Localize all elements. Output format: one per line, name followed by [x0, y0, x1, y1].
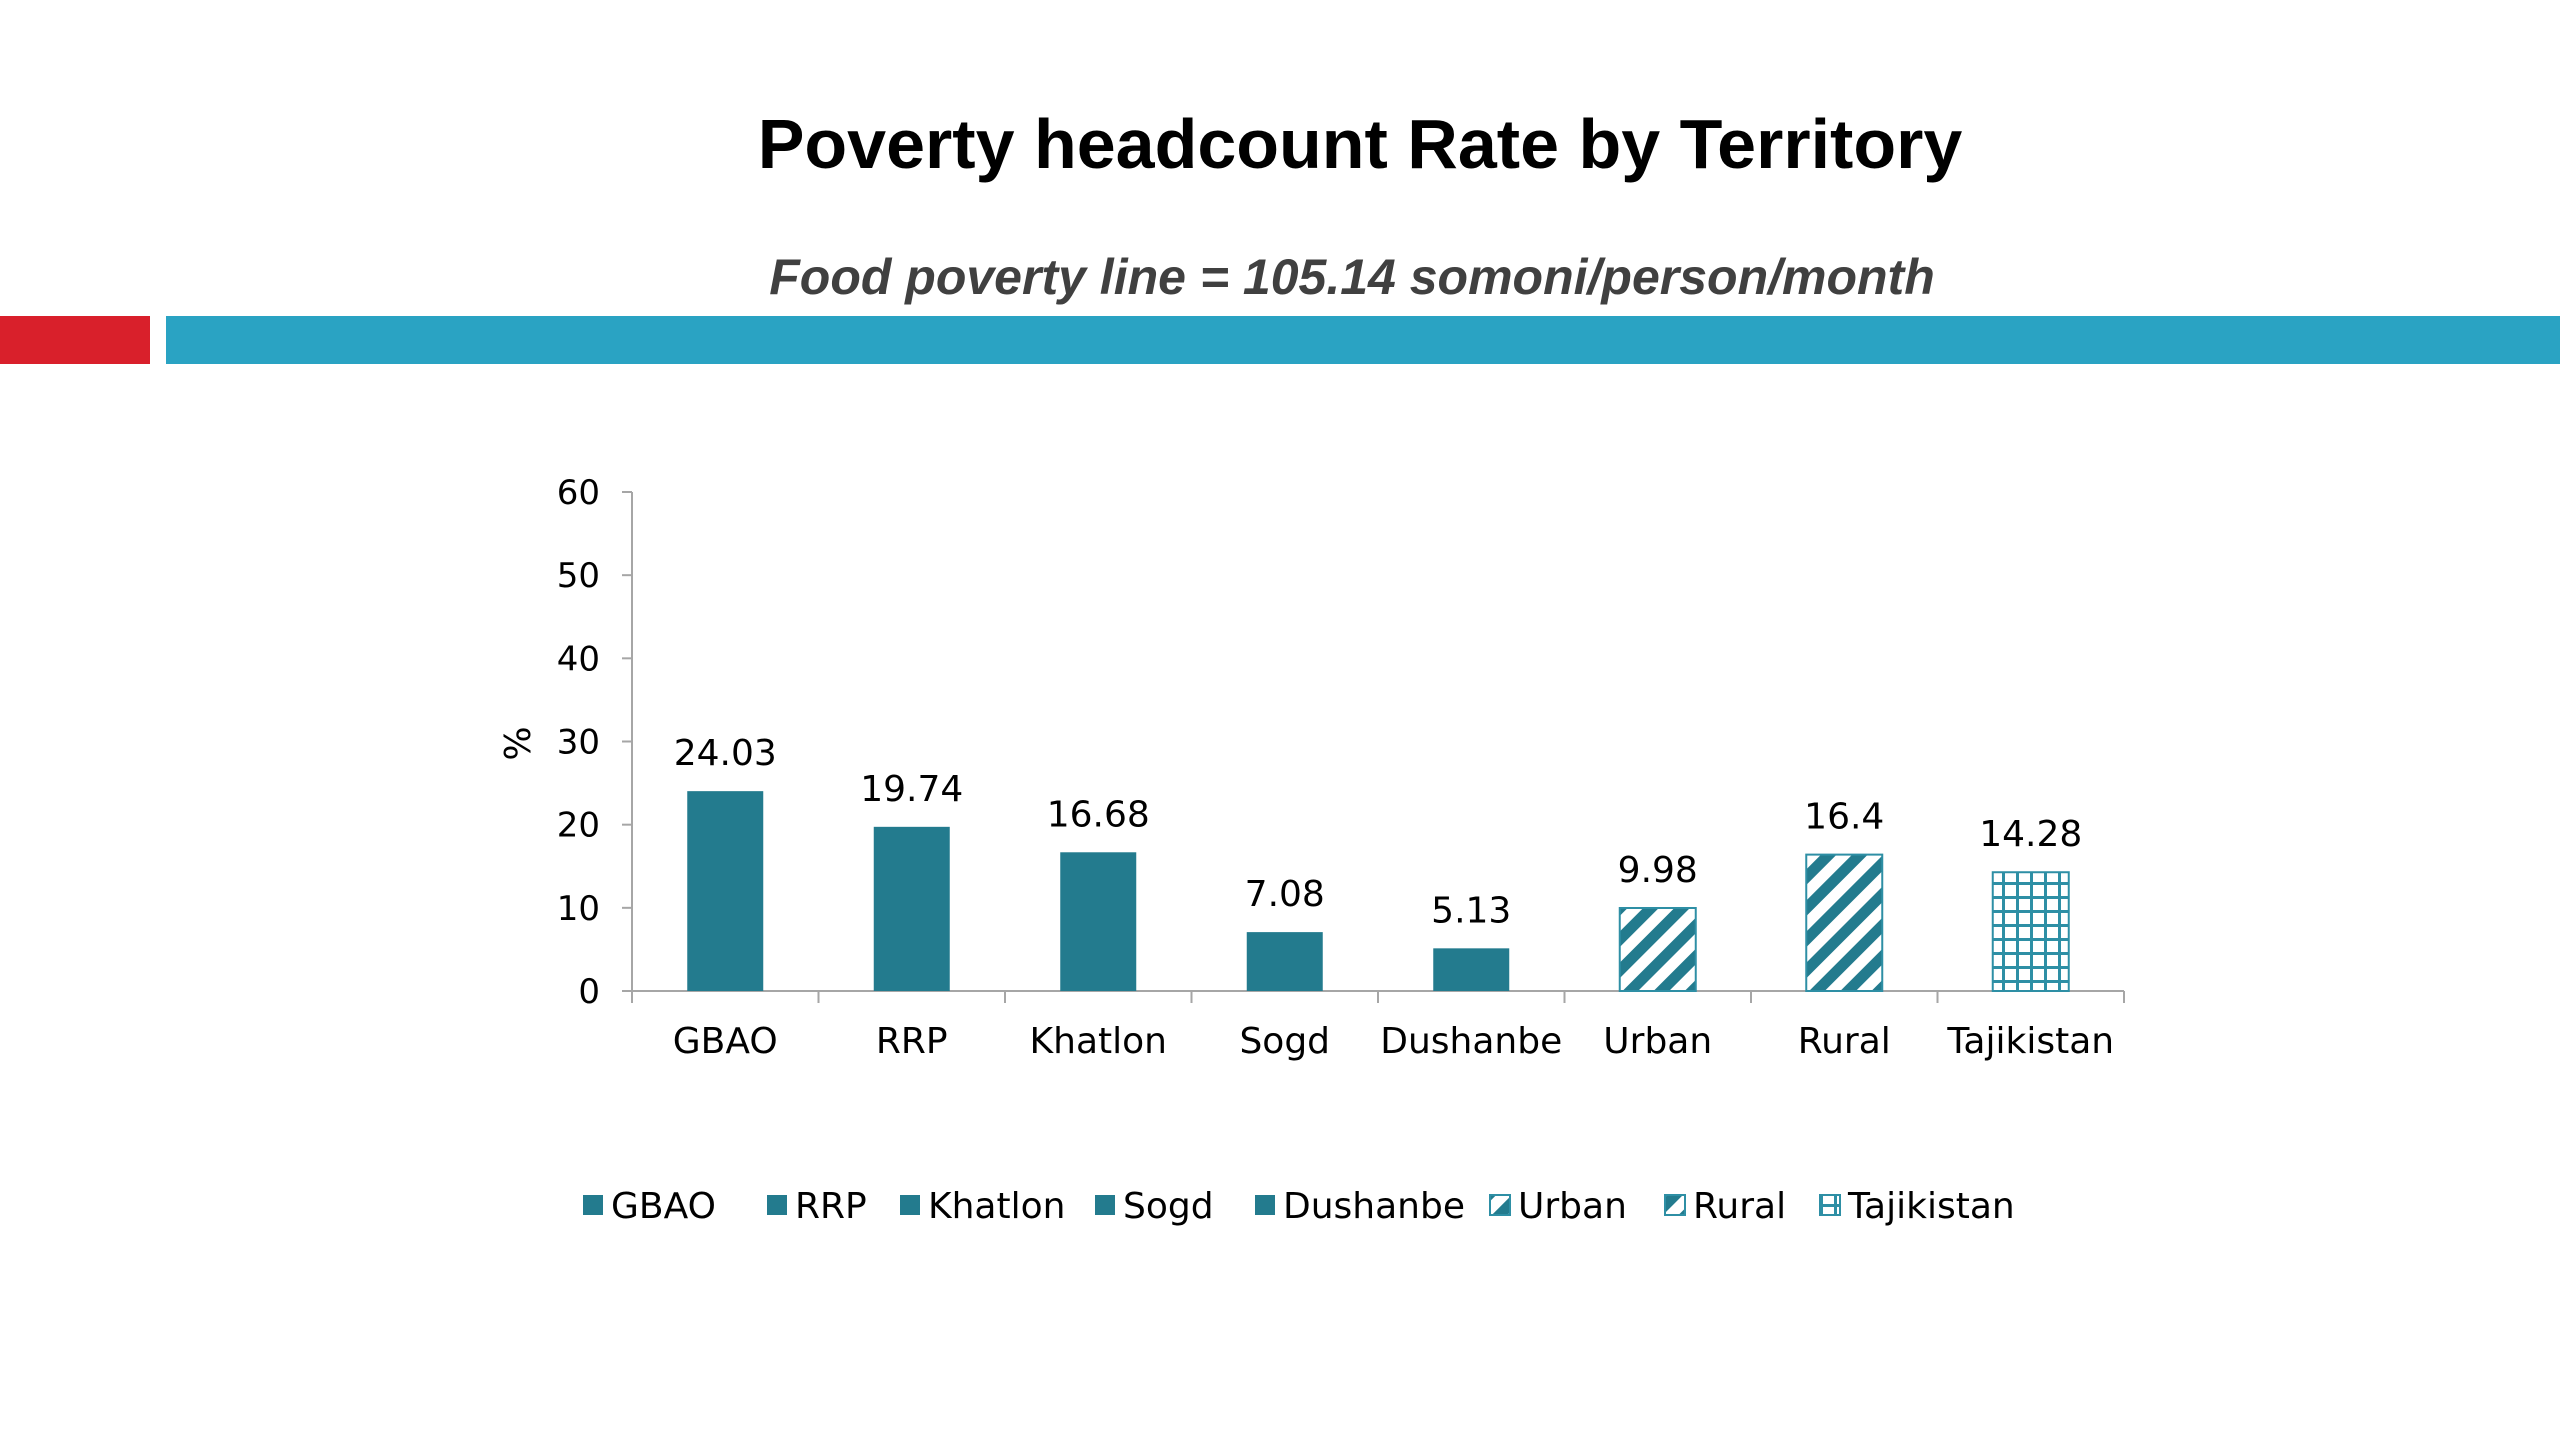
legend-label: RRP — [795, 1186, 867, 1227]
legend-label: Khatlon — [928, 1186, 1065, 1227]
data-label: 7.08 — [1245, 874, 1325, 915]
data-label: 14.28 — [1979, 814, 2082, 855]
y-tick-label: 10 — [557, 889, 600, 929]
legend-swatch — [767, 1195, 787, 1215]
y-tick-label: 20 — [557, 806, 600, 846]
legend-label: GBAO — [611, 1186, 716, 1227]
legend-swatch — [583, 1195, 603, 1215]
legend-swatch — [1095, 1195, 1115, 1215]
legend-swatch — [1489, 1194, 1511, 1216]
y-tick-label: 60 — [557, 473, 600, 513]
accent-bar-blue — [166, 316, 2560, 364]
legend-label: Tajikistan — [1847, 1186, 2015, 1227]
x-tick-label: GBAO — [673, 1021, 778, 1062]
y-tick-label: 30 — [557, 723, 600, 763]
x-tick-label: Rural — [1798, 1021, 1891, 1062]
y-axis-label: % — [498, 726, 539, 760]
x-tick-label: Sogd — [1239, 1021, 1330, 1062]
legend-swatch — [900, 1195, 920, 1215]
bar-urban — [1618, 906, 1697, 993]
x-tick-label: Urban — [1603, 1021, 1712, 1062]
legend-label: Dushanbe — [1283, 1186, 1465, 1227]
slide-title: Poverty headcount Rate by Territory — [757, 105, 1963, 183]
slide-subtitle: Food poverty line = 105.14 somoni/person… — [769, 249, 1935, 305]
bar-rural — [1805, 853, 1884, 993]
bar-khatlon — [1060, 852, 1137, 991]
bar-tajikistan — [1991, 871, 2070, 992]
legend-label: Rural — [1693, 1186, 1786, 1227]
data-label: 19.74 — [860, 769, 963, 810]
x-tick-label: Dushanbe — [1380, 1021, 1562, 1062]
bar-rrp — [873, 826, 950, 991]
legend-swatch — [1664, 1194, 1686, 1216]
legend-swatch — [1255, 1195, 1275, 1215]
y-tick-label: 50 — [557, 556, 600, 596]
bar-gbao — [687, 791, 764, 991]
legend-label: Urban — [1518, 1186, 1627, 1227]
x-tick-label: Tajikistan — [1946, 1021, 2114, 1062]
legend-swatch — [1819, 1194, 1841, 1216]
x-tick-label: Khatlon — [1030, 1021, 1167, 1062]
bar-dushanbe — [1433, 948, 1510, 991]
y-tick-label: 0 — [578, 972, 600, 1012]
data-label: 16.4 — [1804, 797, 1884, 838]
data-label: 9.98 — [1618, 850, 1698, 891]
data-label: 16.68 — [1047, 794, 1150, 835]
accent-bar-red — [0, 316, 150, 364]
data-label: 24.03 — [674, 733, 777, 774]
y-tick-label: 40 — [557, 639, 600, 679]
legend-label: Sogd — [1123, 1186, 1214, 1227]
bar-sogd — [1246, 932, 1323, 991]
data-label: 5.13 — [1431, 890, 1511, 931]
x-tick-label: RRP — [876, 1021, 948, 1062]
